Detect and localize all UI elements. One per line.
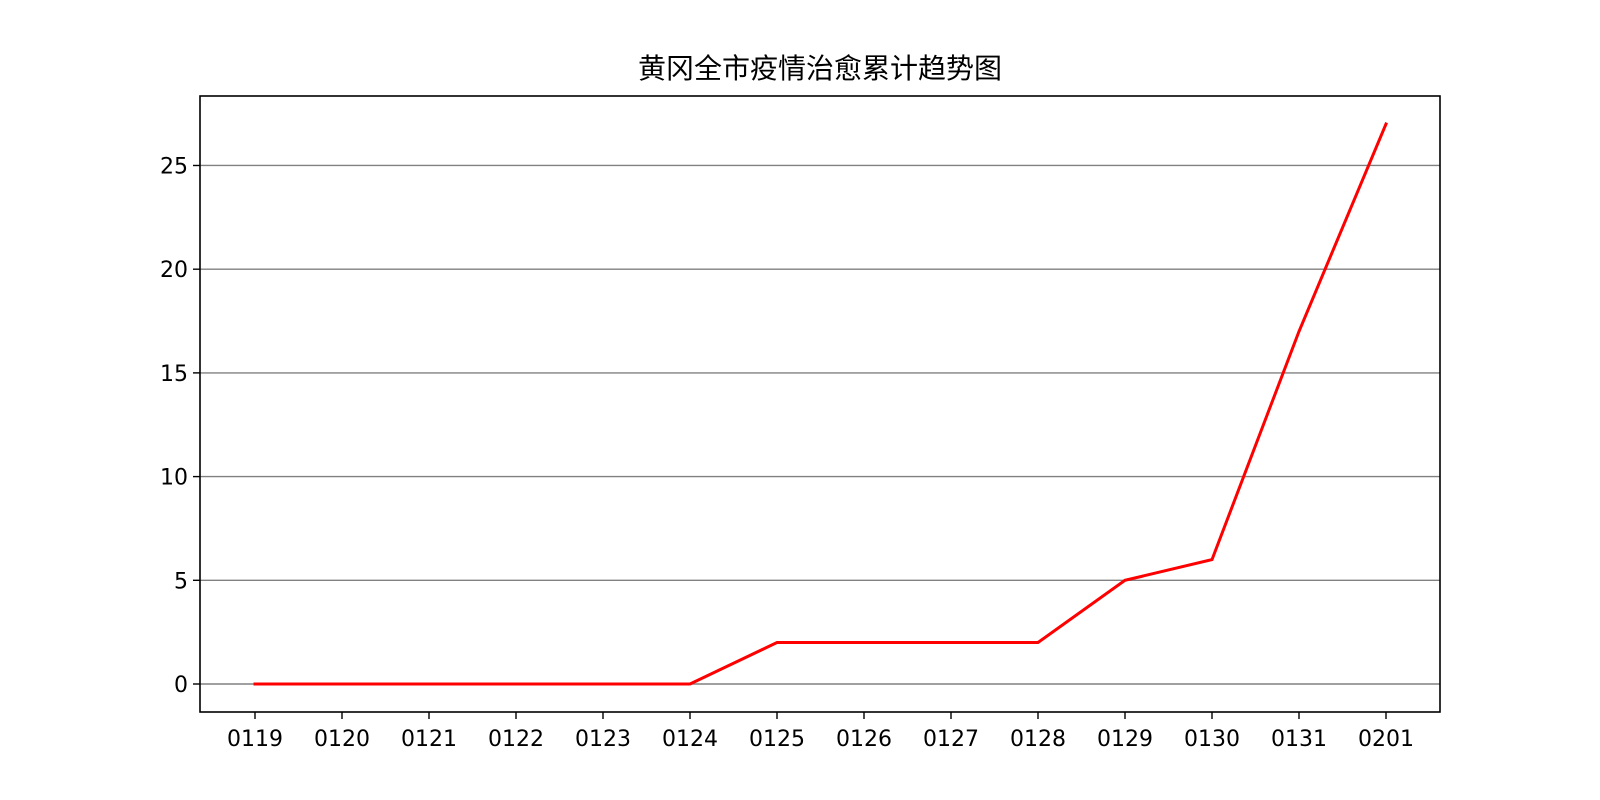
y-tick-label: 15	[160, 362, 188, 387]
x-tick-label: 0126	[836, 727, 892, 752]
x-tick-label: 0127	[923, 727, 979, 752]
x-tick-label: 0121	[401, 727, 457, 752]
x-tick-label: 0123	[575, 727, 631, 752]
x-axis: 0119 0120 0121 0122 0123 0124 0125 0126 0127 0128…	[227, 712, 1414, 752]
x-tick-label: 0131	[1271, 727, 1327, 752]
x-tick-label: 0128	[1010, 727, 1066, 752]
x-tick-label: 0124	[662, 727, 718, 752]
y-axis: 0 5 10 15 20 25	[160, 154, 200, 698]
series-layer	[253, 122, 1388, 686]
x-tick-label: 0201	[1358, 727, 1414, 752]
chart-title: 黄冈全市疫情治愈累计趋势图	[638, 52, 1002, 85]
grid-lines	[200, 164, 1440, 685]
y-tick-label: 25	[160, 154, 188, 179]
y-tick-label: 5	[174, 569, 188, 594]
x-tick-label: 0129	[1097, 727, 1153, 752]
x-tick-label: 0130	[1184, 727, 1240, 752]
x-tick-label: 0125	[749, 727, 805, 752]
x-tick-label: 0119	[227, 727, 283, 752]
y-tick-label: 10	[160, 466, 188, 491]
y-tick-label: 20	[160, 258, 188, 283]
y-tick-label: 0	[174, 673, 188, 698]
x-tick-label: 0120	[314, 727, 370, 752]
plot-frame	[199, 95, 1441, 713]
series-line	[253, 122, 1388, 686]
x-tick-label: 0122	[488, 727, 544, 752]
